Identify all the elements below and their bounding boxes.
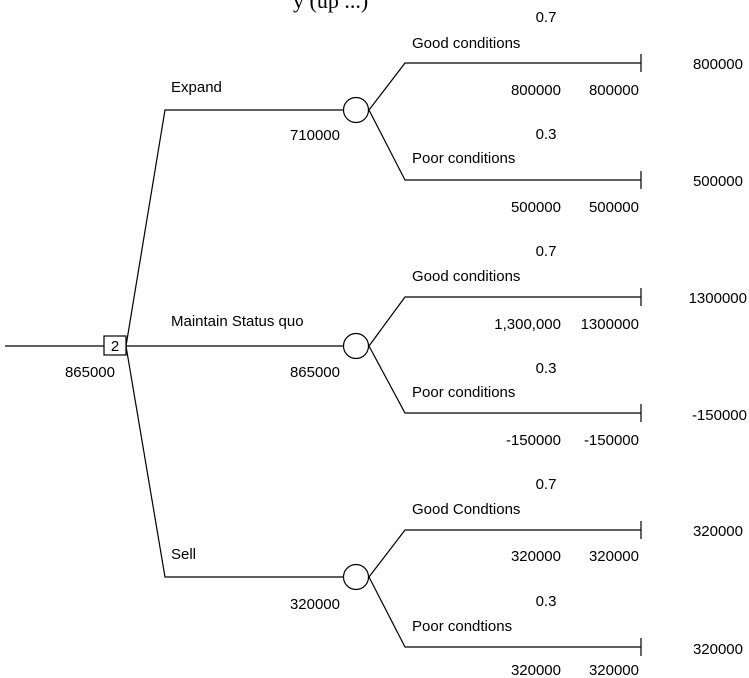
root-value: 865000 [65, 364, 115, 381]
outcome-label: Poor condtions [412, 618, 512, 635]
branch-line-sell [125, 345, 343, 578]
diagram-title: y (up ...) [293, 0, 368, 13]
chance-node-expand [342, 96, 370, 124]
outcome-prob: 0.3 [536, 126, 557, 143]
branch-label-expand: Expand [171, 79, 222, 96]
branch-ev-maintain: 865000 [290, 364, 340, 381]
outcome-value: 500000 [589, 199, 639, 216]
payoff-value: 320000 [693, 641, 743, 658]
payoff-value: 500000 [693, 173, 743, 190]
outcome-prob: 0.7 [536, 243, 557, 260]
outcome-prob: 0.7 [536, 9, 557, 26]
outcome-label: Good Condtions [412, 501, 520, 518]
outcome-line-sell-good [368, 529, 641, 578]
outcome-label: Good conditions [412, 268, 520, 285]
outcome-label: Poor conditions [412, 150, 515, 167]
outcome-prob: 0.3 [536, 593, 557, 610]
branch-label-maintain: Maintain Status quo [171, 313, 304, 330]
payoff-value: -150000 [692, 407, 747, 424]
outcome-prob: 0.7 [536, 476, 557, 493]
outcome-line-expand-good [368, 62, 641, 111]
outcome-line-maintain-poor [368, 345, 641, 414]
outcome-value: 320000 [589, 548, 639, 565]
decision-node-label: 2 [111, 338, 119, 355]
payoff-value: 800000 [693, 56, 743, 73]
outcome-value: 1300000 [581, 316, 639, 333]
outcome-value: -150000 [506, 432, 561, 449]
branch-ev-expand: 710000 [290, 127, 340, 144]
outcome-value: 500000 [511, 199, 561, 216]
branch-label-sell: Sell [171, 546, 196, 563]
branch-ev-sell: 320000 [290, 596, 340, 613]
outcome-label: Good conditions [412, 35, 520, 52]
outcome-value: 800000 [511, 82, 561, 99]
outcome-value: 1,300,000 [494, 316, 561, 333]
payoff-value: 1300000 [689, 290, 747, 307]
outcome-value: 320000 [511, 548, 561, 565]
branch-line-expand [125, 109, 343, 347]
outcome-prob: 0.3 [536, 360, 557, 377]
outcome-line-maintain-good [368, 296, 641, 347]
chance-node-maintain [342, 332, 370, 360]
payoff-value: 320000 [693, 523, 743, 540]
outcome-value: 800000 [589, 82, 639, 99]
outcome-line-sell-poor [368, 576, 641, 648]
outcome-label: Poor conditions [412, 384, 515, 401]
outcome-value: -150000 [584, 432, 639, 449]
outcome-value: 320000 [511, 662, 561, 678]
chance-node-sell [342, 563, 370, 591]
outcome-value: 320000 [589, 662, 639, 678]
outcome-line-expand-poor [368, 109, 641, 181]
